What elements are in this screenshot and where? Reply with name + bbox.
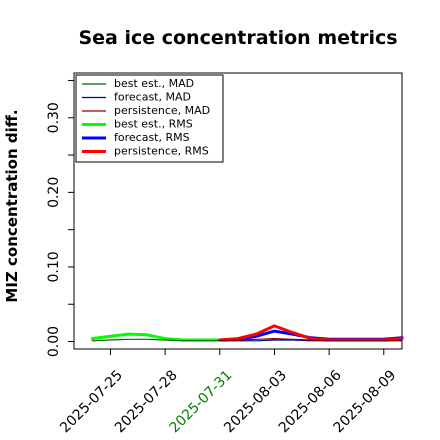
series-line <box>218 324 404 342</box>
legend-label: persistence, RMS <box>114 145 209 158</box>
y-tick-label: 0.10 <box>46 251 62 282</box>
legend-label: forecast, RMS <box>114 131 190 144</box>
y-axis-label: MIZ concentration diff. <box>3 109 21 302</box>
series-lines <box>90 324 404 342</box>
series-line <box>91 338 221 342</box>
legend-box <box>75 74 224 163</box>
legend-label: best est., RMS <box>114 118 193 131</box>
y-tick-label: 0.20 <box>46 177 62 208</box>
y-tick-label: 0.30 <box>46 102 62 133</box>
chart-title: Sea ice concentration metrics <box>78 27 397 49</box>
y-axis: 0.00 0.10 0.20 0.30 <box>46 79 74 357</box>
legend-label: forecast, MAD <box>114 91 191 104</box>
legend-label: best est., MAD <box>114 77 194 90</box>
series-line <box>90 332 222 342</box>
y-tick-label: 0.00 <box>46 326 62 357</box>
series-line <box>219 338 403 342</box>
legend-label: persistence, MAD <box>114 104 210 117</box>
x-axis: 2025-07-252025-07-282025-07-312025-08-03… <box>57 349 399 436</box>
